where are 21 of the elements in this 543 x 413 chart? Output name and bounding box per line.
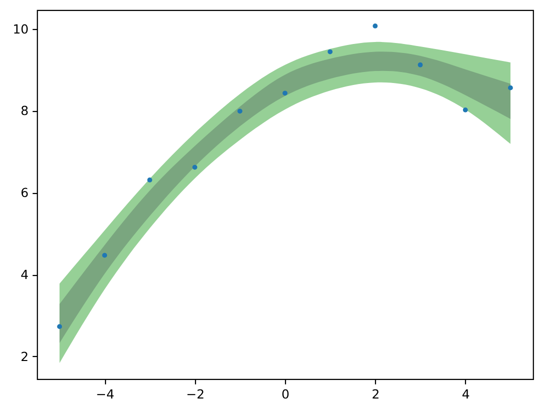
x-tick-label: 2 <box>372 386 380 402</box>
point <box>237 108 242 114</box>
point <box>372 24 378 28</box>
point <box>328 49 333 54</box>
y-tick-label: 6 <box>20 185 29 200</box>
point <box>508 85 513 90</box>
x-tick-label: 4 <box>462 386 470 402</box>
x-tick-label: −4 <box>96 386 114 402</box>
y-tick-label: 8 <box>20 103 29 118</box>
x-tick-label: 0 <box>282 386 290 402</box>
y-tick-label: 10 <box>12 21 29 36</box>
point <box>282 90 288 96</box>
point <box>418 62 423 68</box>
point <box>147 178 152 182</box>
point <box>462 107 468 112</box>
x-tick-label: −2 <box>186 386 205 402</box>
point <box>57 324 62 330</box>
point <box>102 252 108 258</box>
point <box>192 164 198 170</box>
y-tick-label: 4 <box>20 267 29 282</box>
y-tick-label: 2 <box>20 348 29 364</box>
